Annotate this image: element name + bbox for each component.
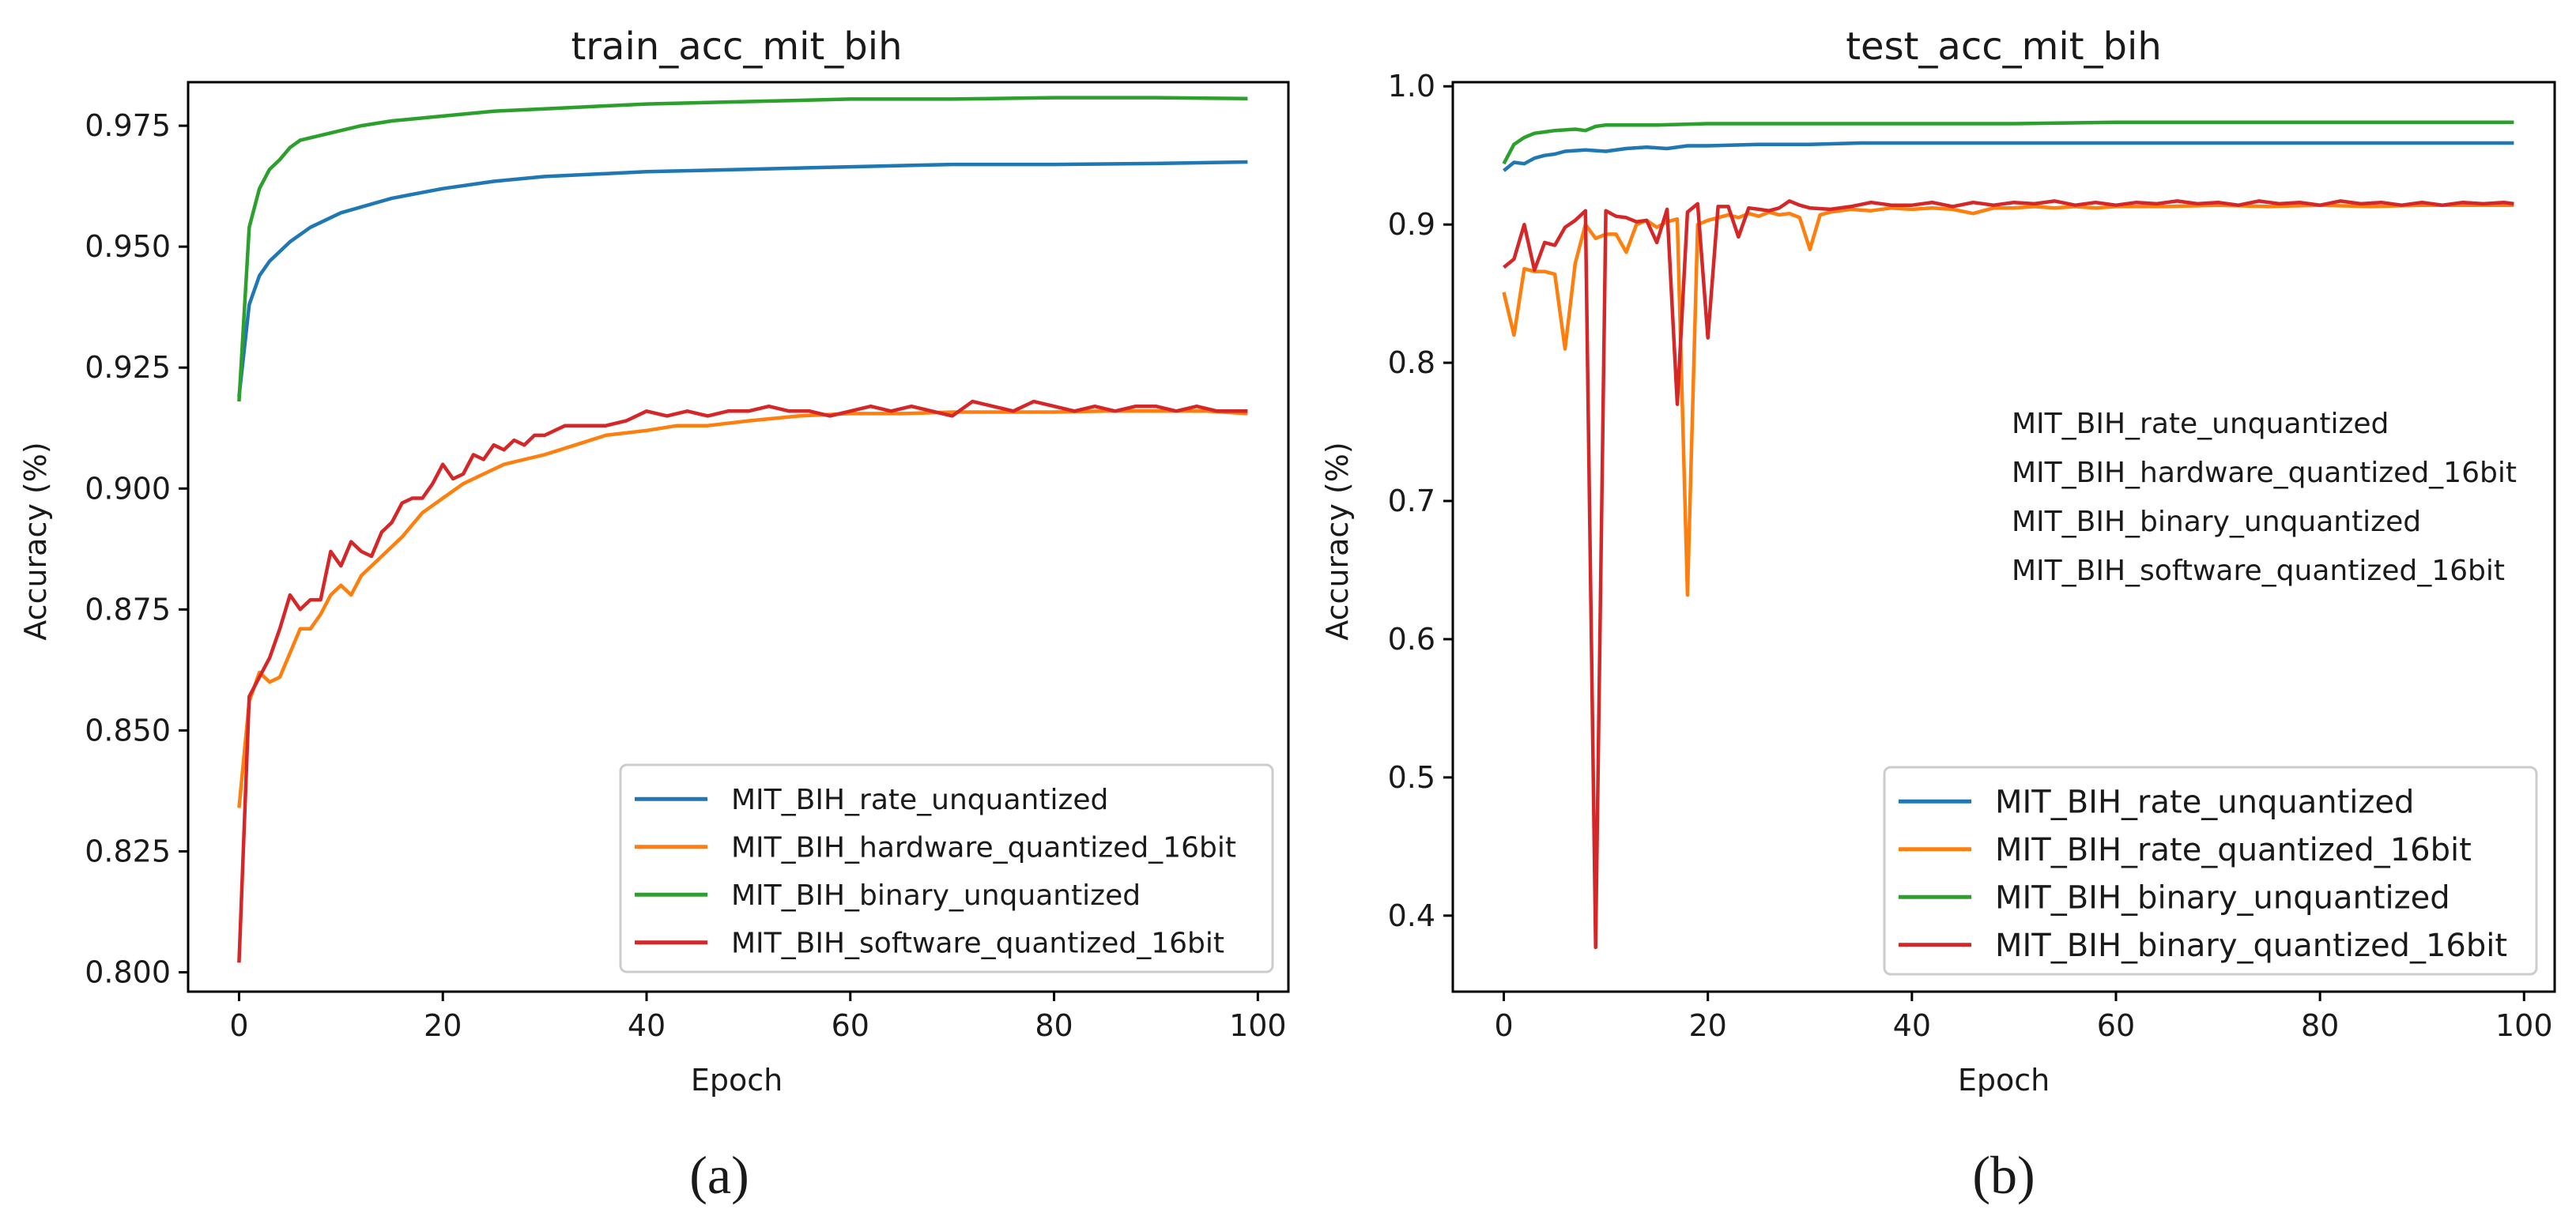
legend-entry: MIT_BIH_rate_unquantized — [1995, 785, 2414, 821]
chart-title: test_acc_mit_bih — [1846, 24, 2162, 69]
x-tick-label: 0 — [1494, 1008, 1513, 1043]
y-tick-label: 0.825 — [85, 834, 171, 868]
y-tick-label: 0.900 — [85, 471, 171, 506]
series-line — [1503, 141, 2514, 172]
x-tick-label: 80 — [2301, 1008, 2339, 1043]
x-tick-label: 20 — [1689, 1008, 1727, 1043]
y-tick-label: 0.4 — [1388, 898, 1435, 933]
x-tick-label: 40 — [628, 1008, 666, 1043]
x-tick-label: 60 — [832, 1008, 869, 1043]
x-tick-label: 80 — [1035, 1008, 1073, 1043]
x-tick-label: 60 — [2097, 1008, 2135, 1043]
y-axis-label: Accuracy (%) — [18, 442, 53, 640]
legend-entry: MIT_BIH_binary_quantized_16bit — [1995, 928, 2507, 964]
annotation-line: MIT_BIH_hardware_quantized_16bit — [2012, 457, 2517, 489]
y-tick-label: 0.7 — [1388, 484, 1435, 518]
y-tick-label: 0.975 — [85, 108, 171, 143]
y-tick-label: 0.8 — [1388, 345, 1435, 380]
chart-title: train_acc_mit_bih — [571, 24, 902, 69]
annotation: MIT_BIH_rate_unquantized MIT_BIH_hardwar… — [2012, 408, 2517, 587]
legend-entry: MIT_BIH_hardware_quantized_16bit — [731, 832, 1236, 864]
y-tick-label: 0.9 — [1388, 207, 1435, 242]
annotation-line: MIT_BIH_software_quantized_16bit — [2012, 555, 2505, 587]
panel-train-acc: train_acc_mit_bih Accuracy (%) Epoch (a)… — [18, 24, 1290, 1205]
legend-box — [1883, 766, 2538, 976]
y-tick-label: 0.800 — [85, 955, 171, 990]
x-tick-label: 20 — [424, 1008, 462, 1043]
y-tick-label: 0.6 — [1388, 622, 1435, 657]
axes-frame — [187, 81, 1290, 993]
x-tick-label: 100 — [2495, 1008, 2553, 1043]
x-axis-label: Epoch — [691, 1063, 783, 1098]
panel-test-acc: test_acc_mit_bih Accuracy (%) Epoch (b) … — [1320, 24, 2556, 1205]
legend-entry: MIT_BIH_rate_unquantized — [731, 784, 1108, 816]
axes-frame — [1451, 81, 2556, 993]
y-tick-label: 0.5 — [1388, 760, 1435, 795]
x-axis-label: Epoch — [1958, 1063, 2050, 1098]
series-line — [237, 96, 1248, 402]
x-tick-label: 40 — [1893, 1008, 1931, 1043]
legend: MIT_BIH_rate_unquantized MIT_BIH_hardware… — [619, 763, 1274, 973]
y-tick-label: 0.850 — [85, 713, 171, 747]
legend-entry: MIT_BIH_binary_unquantized — [731, 879, 1141, 912]
y-axis-label: Accuracy (%) — [1320, 442, 1355, 640]
legend-entry: MIT_BIH_binary_unquantized — [1995, 880, 2450, 917]
subfigure-caption: (b) — [1972, 1145, 2035, 1205]
series-line — [1503, 199, 2514, 950]
legend: MIT_BIH_rate_unquantized MIT_BIH_rate_qua… — [1883, 766, 2538, 976]
legend-entry: MIT_BIH_rate_quantized_16bit — [1995, 832, 2472, 868]
series-line — [237, 409, 1248, 808]
legend-entry: MIT_BIH_software_quantized_16bit — [731, 928, 1224, 960]
series-line — [1502, 203, 2514, 597]
x-tick-label: 100 — [1229, 1008, 1287, 1043]
series-line — [1502, 120, 2514, 165]
y-tick-label: 1.0 — [1388, 69, 1435, 104]
annotation-line: MIT_BIH_rate_unquantized — [2012, 408, 2389, 440]
series-line — [237, 160, 1248, 397]
subfigure-caption: (a) — [689, 1145, 749, 1205]
y-tick-label: 0.950 — [85, 229, 171, 264]
plot-area: 0 20 40 60 80 100 0.800 0.825 0.850 0.875 0.900 0.9… — [85, 81, 1290, 1043]
series-line — [237, 399, 1248, 963]
plot-area: 0 20 40 60 80 100 0.4 0.5 0.6 0.7 0.8 0.9 1.0 — [1388, 69, 2556, 1043]
annotation-line: MIT_BIH_binary_unquantized — [2012, 506, 2421, 538]
y-tick-label: 0.925 — [85, 350, 171, 385]
legend-box — [619, 763, 1274, 973]
y-tick-label: 0.875 — [85, 592, 171, 627]
x-tick-label: 0 — [229, 1008, 248, 1043]
